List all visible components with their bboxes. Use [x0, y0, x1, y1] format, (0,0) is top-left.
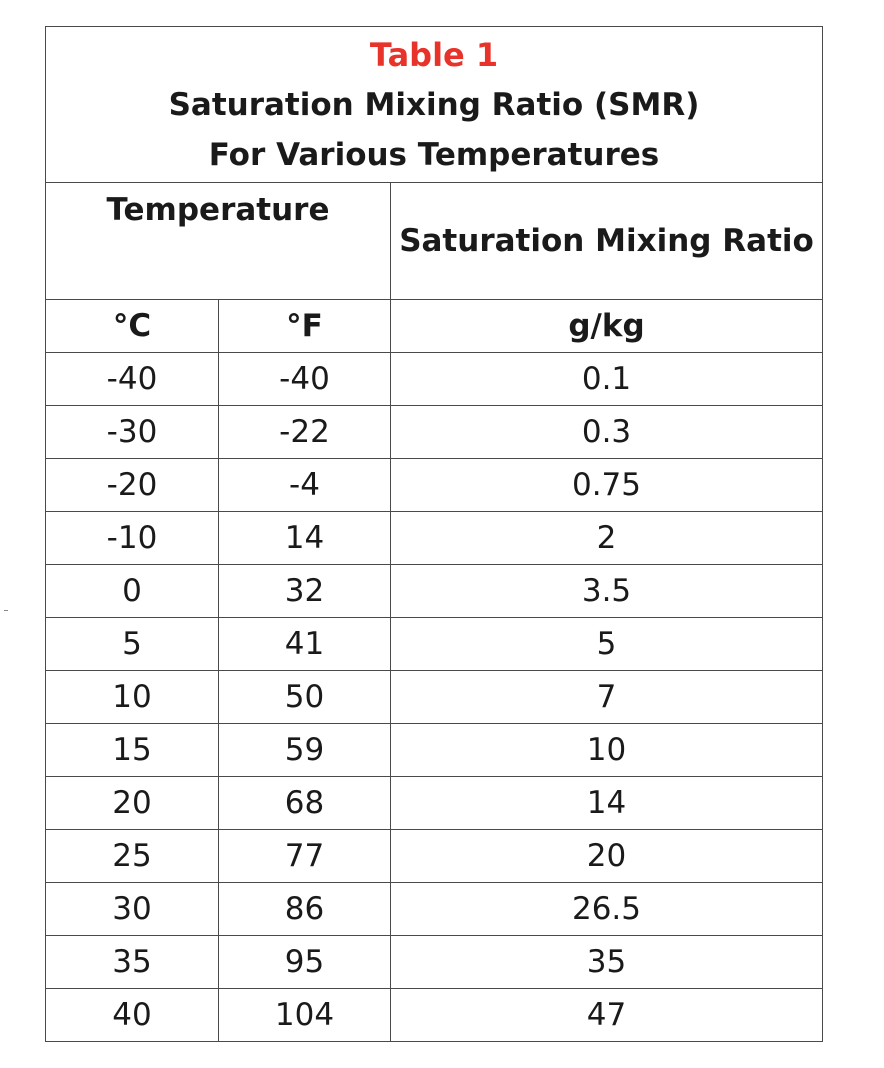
- cell-fahrenheit: -4: [218, 458, 391, 512]
- cell-smr: 3.5: [389, 564, 824, 618]
- unit-gkg: g/kg: [389, 299, 824, 353]
- table-row: -40 -40 0.1: [45, 352, 824, 406]
- cell-fahrenheit: 59: [218, 723, 391, 777]
- cell-celsius: 40: [45, 988, 219, 1042]
- cell-celsius: -30: [45, 405, 219, 459]
- table-label: Table 1: [369, 35, 499, 74]
- table-row: 0 32 3.5: [45, 564, 824, 618]
- table-title-line-1: Saturation Mixing Ratio (SMR): [168, 86, 700, 123]
- cell-celsius: 30: [45, 882, 219, 936]
- table-title-line-2: For Various Temperatures: [208, 136, 660, 173]
- header-row: Temperature Saturation Mixing Ratio: [45, 182, 824, 300]
- header-saturation-mixing-ratio: Saturation Mixing Ratio: [389, 182, 824, 300]
- table-row: 5 41 5: [45, 617, 824, 671]
- page-edge-mark: [4, 610, 8, 611]
- table-row: 40 104 47: [45, 988, 824, 1042]
- cell-celsius: 25: [45, 829, 219, 883]
- table-row: 30 86 26.5: [45, 882, 824, 936]
- table-row: 20 68 14: [45, 776, 824, 830]
- cell-celsius: -10: [45, 511, 219, 565]
- cell-celsius: 20: [45, 776, 219, 830]
- smr-table: Table 1 Saturation Mixing Ratio (SMR) Fo…: [44, 26, 824, 1042]
- cell-smr: 26.5: [389, 882, 824, 936]
- cell-fahrenheit: 104: [218, 988, 391, 1042]
- cell-fahrenheit: 95: [218, 935, 391, 989]
- cell-celsius: 5: [45, 617, 219, 671]
- cell-smr: 35: [389, 935, 824, 989]
- unit-celsius: °C: [45, 299, 219, 353]
- cell-fahrenheit: 68: [218, 776, 391, 830]
- table-row: 35 95 35: [45, 935, 824, 989]
- cell-celsius: -40: [45, 352, 219, 406]
- unit-row: °C °F g/kg: [45, 299, 824, 353]
- cell-smr: 0.3: [389, 405, 824, 459]
- cell-fahrenheit: -40: [218, 352, 391, 406]
- caption-row: Table 1 Saturation Mixing Ratio (SMR) Fo…: [44, 26, 824, 183]
- table-caption: Table 1 Saturation Mixing Ratio (SMR) Fo…: [44, 26, 824, 183]
- cell-smr: 5: [389, 617, 824, 671]
- cell-smr: 2: [389, 511, 824, 565]
- cell-fahrenheit: 77: [218, 829, 391, 883]
- table-row: 25 77 20: [45, 829, 824, 883]
- cell-celsius: 10: [45, 670, 219, 724]
- smr-table-container: Table 1 Saturation Mixing Ratio (SMR) Fo…: [44, 26, 824, 1042]
- cell-fahrenheit: 50: [218, 670, 391, 724]
- cell-smr: 0.75: [389, 458, 824, 512]
- cell-smr: 7: [389, 670, 824, 724]
- cell-fahrenheit: 86: [218, 882, 391, 936]
- table-row: -20 -4 0.75: [45, 458, 824, 512]
- cell-smr: 20: [389, 829, 824, 883]
- table-row: 10 50 7: [45, 670, 824, 724]
- table-row: -30 -22 0.3: [45, 405, 824, 459]
- cell-celsius: 15: [45, 723, 219, 777]
- table-row: -10 14 2: [45, 511, 824, 565]
- table-row: 15 59 10: [45, 723, 824, 777]
- cell-fahrenheit: 32: [218, 564, 391, 618]
- cell-fahrenheit: -22: [218, 405, 391, 459]
- cell-fahrenheit: 14: [218, 511, 391, 565]
- cell-celsius: 0: [45, 564, 219, 618]
- cell-smr: 47: [389, 988, 824, 1042]
- cell-smr: 0.1: [389, 352, 824, 406]
- unit-fahrenheit: °F: [218, 299, 391, 353]
- cell-celsius: -20: [45, 458, 219, 512]
- cell-celsius: 35: [45, 935, 219, 989]
- cell-smr: 10: [389, 723, 824, 777]
- header-temperature: Temperature: [45, 182, 391, 300]
- cell-fahrenheit: 41: [218, 617, 391, 671]
- cell-smr: 14: [389, 776, 824, 830]
